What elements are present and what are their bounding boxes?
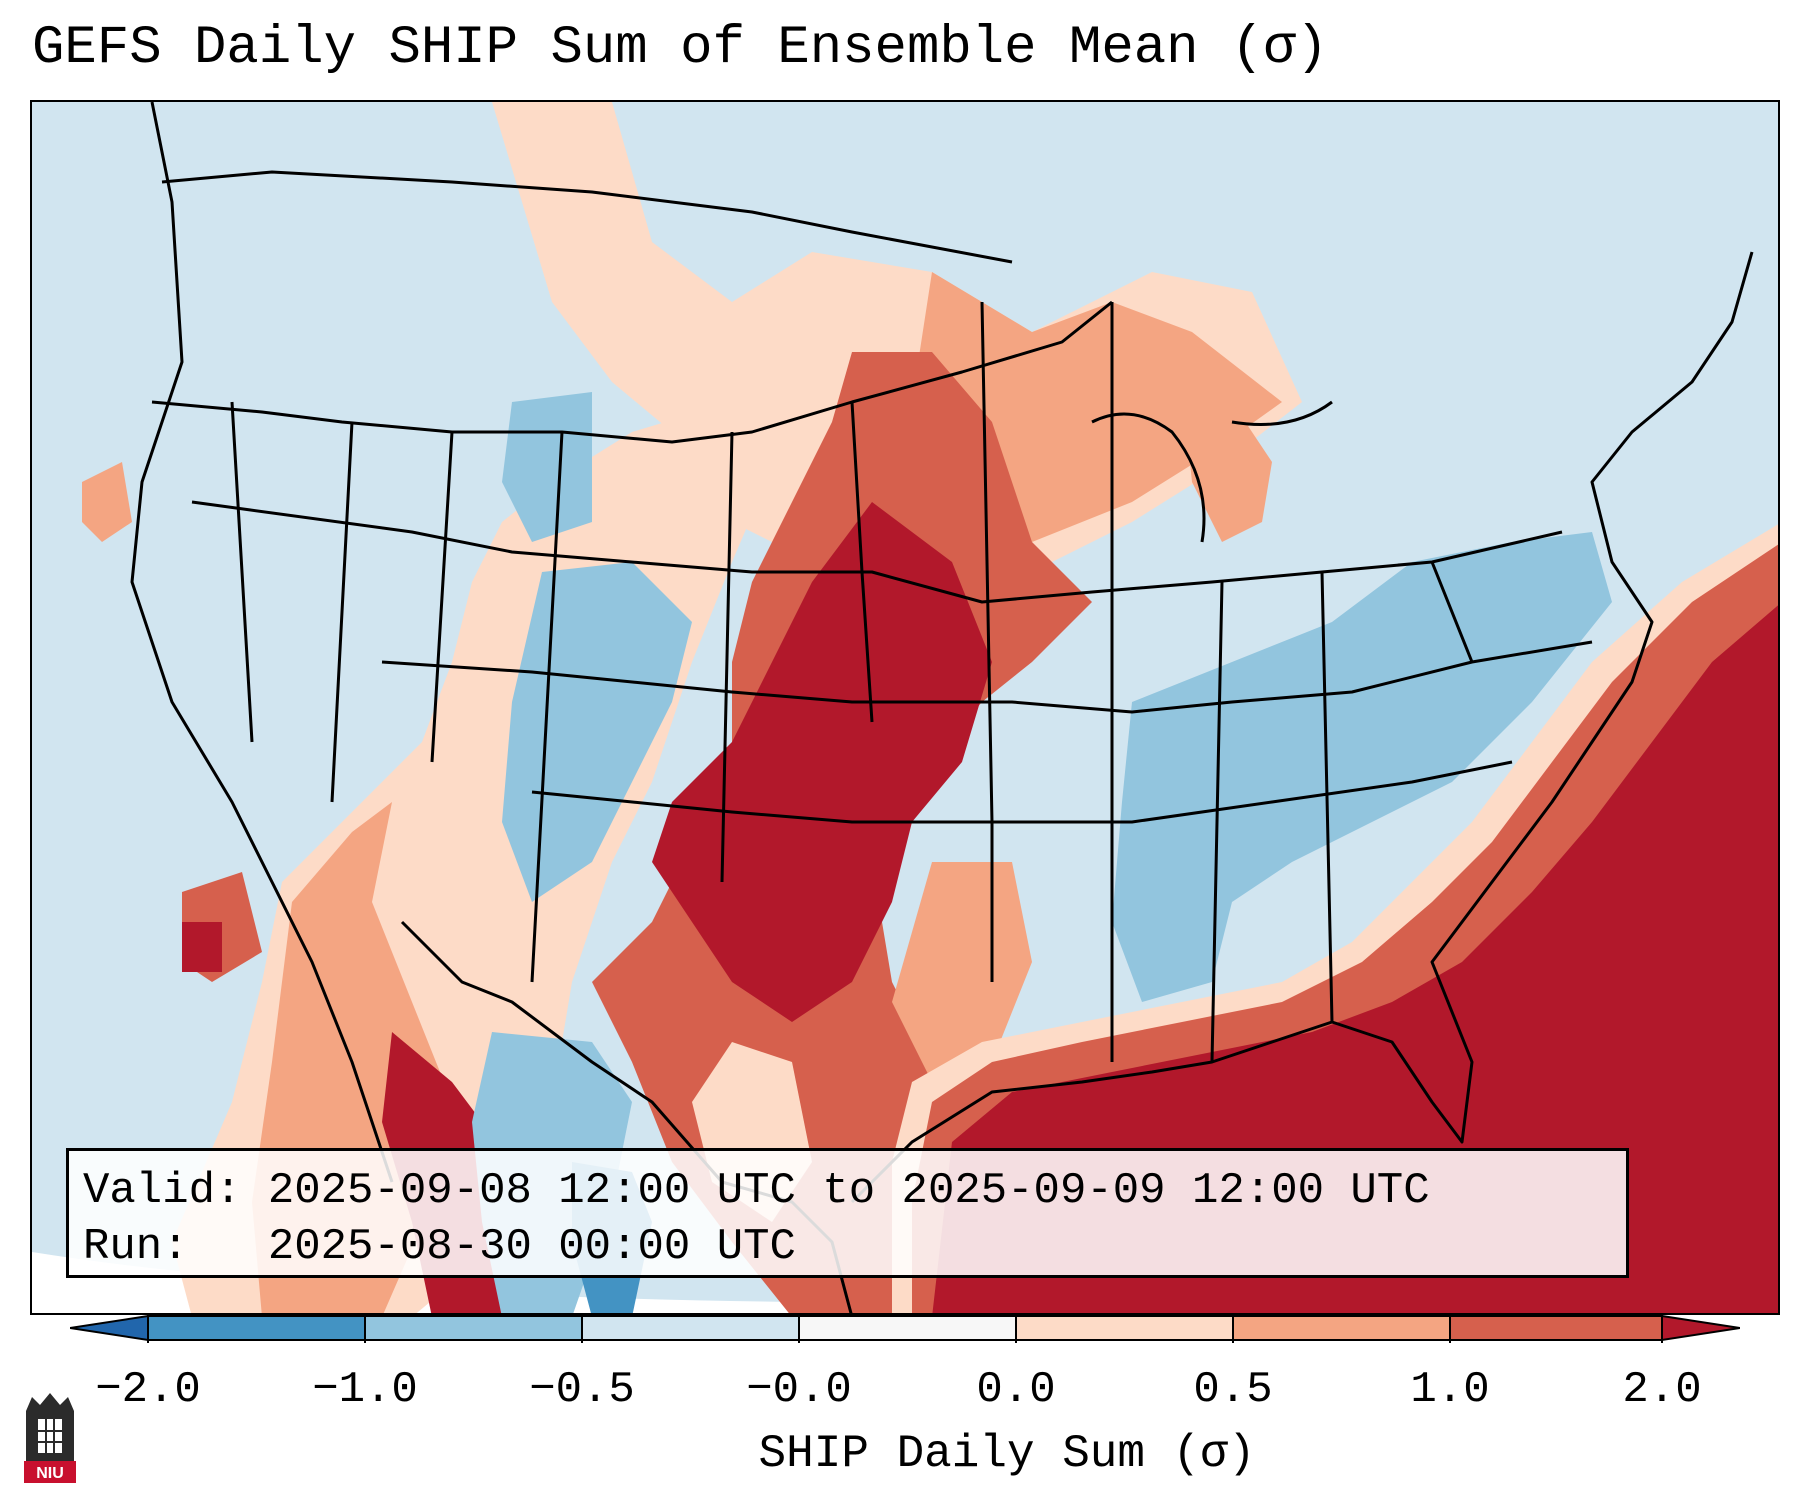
- colorbar-tick-label: −0.5: [529, 1365, 635, 1415]
- logo-window: [38, 1419, 62, 1453]
- run-time-text: Run: 2025-08-30 00:00 UTC: [83, 1222, 796, 1272]
- colorbar-tick-label: −1.0: [312, 1365, 418, 1415]
- great-lakes-outline: [1091, 400, 1333, 543]
- colorbar-under-arrow: [70, 1314, 149, 1342]
- central-borders-row-2: [381, 640, 1593, 714]
- colorbar: [70, 1314, 1740, 1343]
- ship-field-map: [32, 102, 1778, 1313]
- colorbar-segment: [1233, 1316, 1450, 1340]
- colorbar-segment: [1450, 1316, 1662, 1340]
- logo-window-grid: [38, 1419, 62, 1453]
- west-coast-line: [130, 102, 394, 1183]
- northern-tier-borders: [151, 300, 1113, 444]
- field-texas-plains-salmon: [892, 862, 1032, 1082]
- field-pacific-offshore-dark: [182, 922, 222, 972]
- colorbar-segment: [582, 1316, 799, 1340]
- colorbar-over-arrow: [1661, 1314, 1740, 1342]
- field-plains-dark-red: [652, 502, 992, 1022]
- central-borders-row-3: [531, 760, 1513, 824]
- north-south-borders: [230, 301, 1474, 1063]
- colorbar-segment: [365, 1316, 582, 1340]
- colorbar-title: SHIP Daily Sum (σ): [758, 1428, 1256, 1480]
- canada-border-line: [161, 170, 1013, 264]
- colorbar-tick-label: −0.0: [746, 1365, 852, 1415]
- colorbar-segment: [799, 1316, 1016, 1340]
- field-oregon-coast-salmon: [82, 462, 132, 542]
- field-wyoming-blue: [502, 392, 592, 542]
- colorbar-segment: [148, 1316, 365, 1340]
- valid-run-info-box: Valid: 2025-09-08 12:00 UTC to 2025-09-0…: [66, 1148, 1629, 1278]
- colorbar-tick-label: 1.0: [1410, 1365, 1490, 1415]
- colorbar-tick-label: 0.0: [976, 1365, 1056, 1415]
- gulf-atlantic-coast-line: [850, 251, 1754, 1204]
- colorbar-tick-label: 2.0: [1622, 1365, 1702, 1415]
- logo-banner: [24, 1461, 76, 1483]
- map-panel: [30, 100, 1780, 1315]
- valid-time-text: Valid: 2025-09-08 12:00 UTC to 2025-09-0…: [83, 1166, 1430, 1216]
- colorbar-tick-label: −2.0: [95, 1365, 201, 1415]
- map-title: GEFS Daily SHIP Sum of Ensemble Mean (σ): [32, 18, 1329, 79]
- field-great-lakes-salmon: [1182, 382, 1272, 542]
- logo-text: NIU: [36, 1465, 64, 1482]
- niu-logo: NIU: [24, 1393, 76, 1483]
- colorbar-segment: [1016, 1316, 1233, 1340]
- field-east-blue: [1112, 532, 1612, 1002]
- colorbar-ticks: [147, 1316, 1663, 1343]
- field-atlantic-dark-red: [932, 605, 1778, 1313]
- colorbar-tick-label: 0.5: [1193, 1365, 1273, 1415]
- central-borders-row-1: [191, 500, 1563, 604]
